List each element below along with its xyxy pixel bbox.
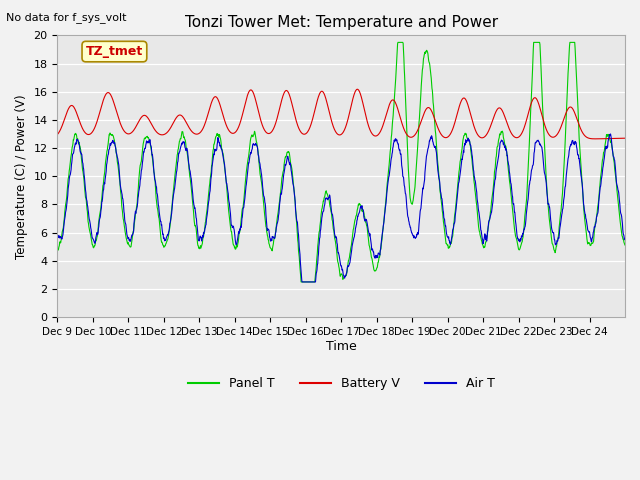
Y-axis label: Temperature (C) / Power (V): Temperature (C) / Power (V) [15,94,28,259]
X-axis label: Time: Time [326,340,356,353]
Legend: Panel T, Battery V, Air T: Panel T, Battery V, Air T [182,372,500,396]
Title: Tonzi Tower Met: Temperature and Power: Tonzi Tower Met: Temperature and Power [184,15,498,30]
Text: TZ_tmet: TZ_tmet [86,45,143,58]
Text: No data for f_sys_volt: No data for f_sys_volt [6,12,127,23]
